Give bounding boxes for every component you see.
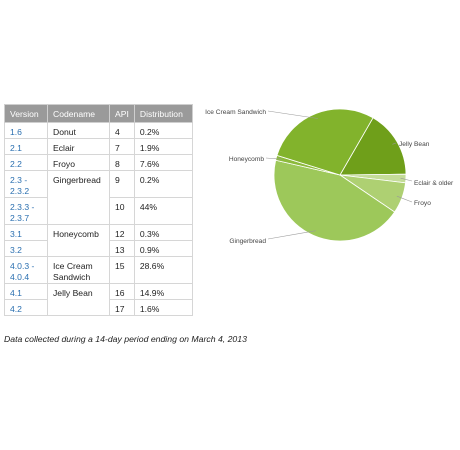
api-cell: 10 [109, 197, 135, 225]
distribution-table: Version Codename API Distribution 1.6 Donut 4… [4, 104, 193, 316]
table-row: 2.2 Froyo 8 7.6% [4, 154, 193, 171]
leader-line-ice-cream-sandwich [267, 110, 318, 119]
table-row: 2.3 - 2.3.2 Gingerbread 9 0.2% [4, 170, 193, 225]
slice-label-gingerbread: Gingerbread [229, 238, 266, 245]
leader-line-gingerbread [267, 230, 316, 240]
version-cell: 4.2 [4, 299, 48, 316]
slice-label-jelly-bean: Jelly Bean [399, 141, 430, 148]
slice-label-honeycomb: Honeycomb [229, 156, 265, 163]
version-cell: 2.3 - 2.3.2 [4, 170, 48, 198]
leader-line-froyo [396, 195, 413, 203]
pie-slice-gingerbread [273, 159, 396, 242]
table-row: 2.3.3 - 2.3.7 10 44% [4, 197, 193, 225]
leader-line-honeycomb [265, 157, 282, 160]
distribution-cell: 1.9% [133, 138, 193, 155]
slice-label-eclair-older: Eclair & older [414, 180, 454, 187]
pie-slice-jelly-bean [339, 117, 407, 176]
table-row: 4.2 17 1.6% [4, 299, 193, 316]
version-cell: 2.3.3 - 2.3.7 [4, 197, 48, 225]
table-row: 2.1 Eclair 7 1.9% [4, 138, 193, 155]
distribution-cell: 0.2% [133, 170, 193, 198]
api-cell: 15 [109, 256, 135, 284]
codename-cell: Ice Cream Sandwich [47, 256, 110, 284]
table-row: 1.6 Donut 4 0.2% [4, 122, 193, 139]
distribution-cell: 44% [133, 197, 193, 225]
codename-header: Codename [47, 104, 110, 123]
slice-label-ice-cream-sandwich: Ice Cream Sandwich [205, 109, 266, 116]
api-cell: 9 [109, 170, 135, 198]
codename-cell: Gingerbread [47, 170, 110, 225]
codename-cell: Jelly Bean [47, 283, 110, 316]
table-row: 4.1 Jelly Bean 16 14.9% [4, 283, 193, 316]
data-caption: Data collected during a 14-day period en… [4, 334, 247, 344]
pie-slice-ice-cream-sandwich [276, 108, 374, 176]
distribution-cell: 1.6% [133, 299, 193, 316]
slice-label-froyo: Froyo [414, 200, 431, 207]
version-header: Version [4, 104, 48, 123]
leader-line-eclair-older [400, 177, 413, 182]
leader-line-jelly-bean [392, 142, 397, 145]
